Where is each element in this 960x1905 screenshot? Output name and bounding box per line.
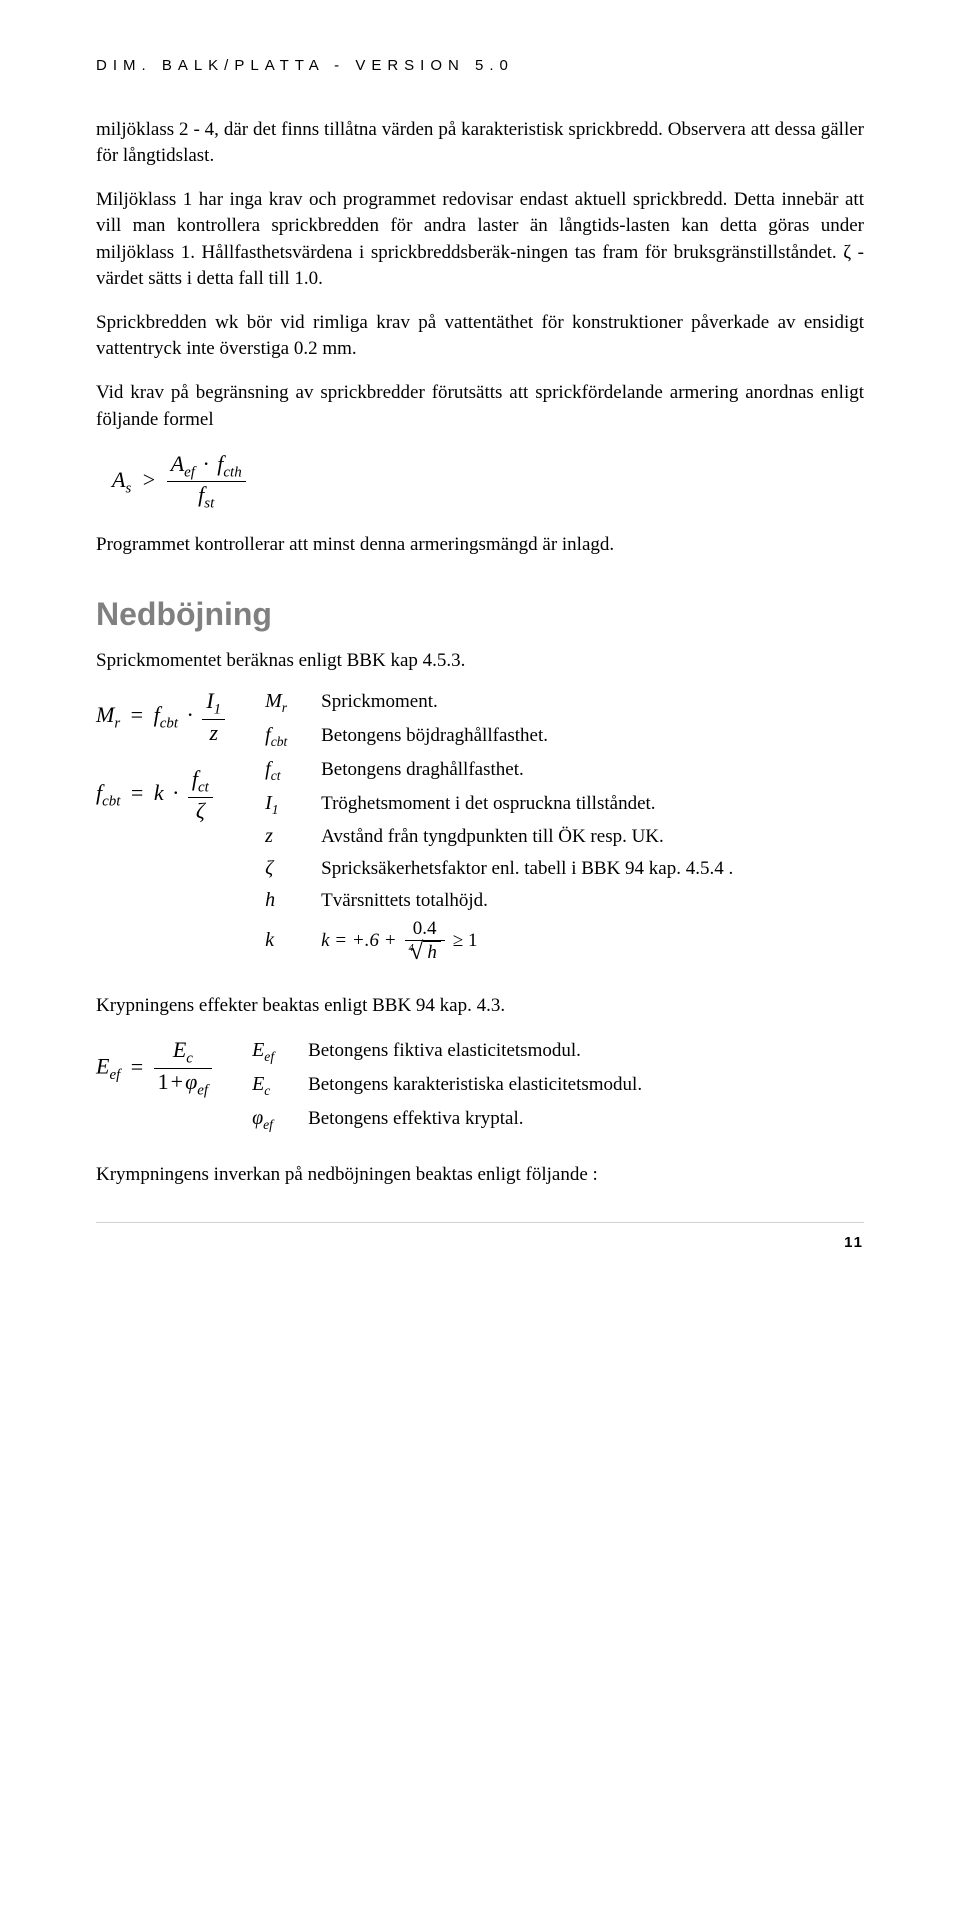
definitions-block-2: Eef = Ec 1+φef Eef Betongens fiktiva elas…: [96, 1037, 864, 1138]
def-row: I1 Tröghetsmoment i det ospruckna tillstå…: [265, 790, 864, 820]
page-footer: 11: [96, 1222, 864, 1254]
defs-right-list: Mr Sprickmoment. fcbt Betongens böjdraghåll…: [265, 688, 864, 968]
def-symbol: h: [265, 887, 305, 915]
f1-op: >: [137, 467, 161, 492]
def-row: Eef Betongens fiktiva elasticitetsmodul.: [252, 1037, 864, 1067]
def-symbol: φef: [252, 1105, 292, 1135]
def-desc: Betongens karakteristiska elasticitetsmo…: [308, 1072, 642, 1098]
def-row: fcbt Betongens böjdraghållfasthet.: [265, 722, 864, 752]
paragraph-3: Sprickbredden wk bör vid rimliga krav på…: [96, 310, 864, 362]
paragraph-2: Miljöklass 1 har inga krav och programme…: [96, 187, 864, 292]
formula-as: As > Aef · fcth fst: [112, 451, 864, 514]
paragraph-5: Programmet kontrollerar att minst denna …: [96, 532, 864, 558]
paragraph-7: Krypningens effekter beaktas enligt BBK …: [96, 993, 864, 1019]
formula-mr: Mr = fcbt · I1 z: [96, 688, 225, 746]
def-desc: Betongens böjdraghållfasthet.: [321, 723, 548, 749]
defs-left-formulas: Mr = fcbt · I1 z fcbt = k · fct ζ: [96, 688, 225, 824]
def-symbol: z: [265, 823, 305, 851]
def-symbol: Mr: [265, 688, 305, 718]
def-row: ζ Spricksäkerhetsfaktor enl. tabell i BBK…: [265, 855, 864, 883]
def-symbol: Eef: [252, 1037, 292, 1067]
def-desc: Betongens fiktiva elasticitetsmodul.: [308, 1038, 581, 1064]
def-desc: Betongens effektiva kryptal.: [308, 1106, 523, 1132]
def-row-k: k k = +.6 + 0.4 4 √ h ≥ 1: [265, 918, 864, 965]
def-symbol: fct: [265, 756, 305, 786]
def-desc: Sprickmoment.: [321, 689, 438, 715]
paragraph-8: Krympningens inverkan på nedböjningen be…: [96, 1162, 864, 1188]
page-number: 11: [844, 1234, 864, 1251]
defs2-right-list: EefBetongens fiktiva elasticitetsmodul.E…: [252, 1037, 864, 1138]
def-desc: Tvärsnittets totalhöjd.: [321, 888, 488, 914]
page-header: DIM. BALK/PLATTA - VERSION 5.0: [96, 56, 864, 77]
formula-eef: Eef = Ec 1+φef: [96, 1037, 212, 1100]
def-symbol: ζ: [265, 855, 305, 883]
f1-lhs: As: [112, 467, 131, 492]
def-symbol: I1: [265, 790, 305, 820]
def-row: Mr Sprickmoment.: [265, 688, 864, 718]
formula-fcbt: fcbt = k · fct ζ: [96, 766, 225, 824]
defs2-left-formula: Eef = Ec 1+φef: [96, 1037, 212, 1100]
section-nedbojning: Nedböjning: [96, 592, 864, 636]
def-row: Ec Betongens karakteristiska elasticitets…: [252, 1071, 864, 1101]
def-symbol: fcbt: [265, 722, 305, 752]
def-desc: Avstånd från tyngdpunkten till ÖK resp. …: [321, 824, 664, 850]
def-desc: Tröghetsmoment i det ospruckna tillstånd…: [321, 791, 655, 817]
def-desc: Spricksäkerhetsfaktor enl. tabell i BBK …: [321, 856, 733, 882]
def-row: z Avstånd från tyngdpunkten till ÖK resp.…: [265, 823, 864, 851]
def-symbol: Ec: [252, 1071, 292, 1101]
def-desc: Betongens draghållfasthet.: [321, 757, 524, 783]
def-row: φef Betongens effektiva kryptal.: [252, 1105, 864, 1135]
def-row: fct Betongens draghållfasthet.: [265, 756, 864, 786]
def-row: h Tvärsnittets totalhöjd.: [265, 887, 864, 915]
paragraph-6: Sprickmomentet beräknas enligt BBK kap 4…: [96, 648, 864, 674]
f1-frac: Aef · fcth fst: [167, 451, 246, 514]
definitions-block-1: Mr = fcbt · I1 z fcbt = k · fct ζ Mr Spri…: [96, 688, 864, 968]
paragraph-1: miljöklass 2 - 4, där det finns tillåtna…: [96, 117, 864, 169]
sym-k: k: [265, 927, 305, 955]
paragraph-4: Vid krav på begränsning av sprickbredder…: [96, 380, 864, 432]
k-formula: k = +.6 + 0.4 4 √ h ≥ 1: [321, 918, 477, 965]
